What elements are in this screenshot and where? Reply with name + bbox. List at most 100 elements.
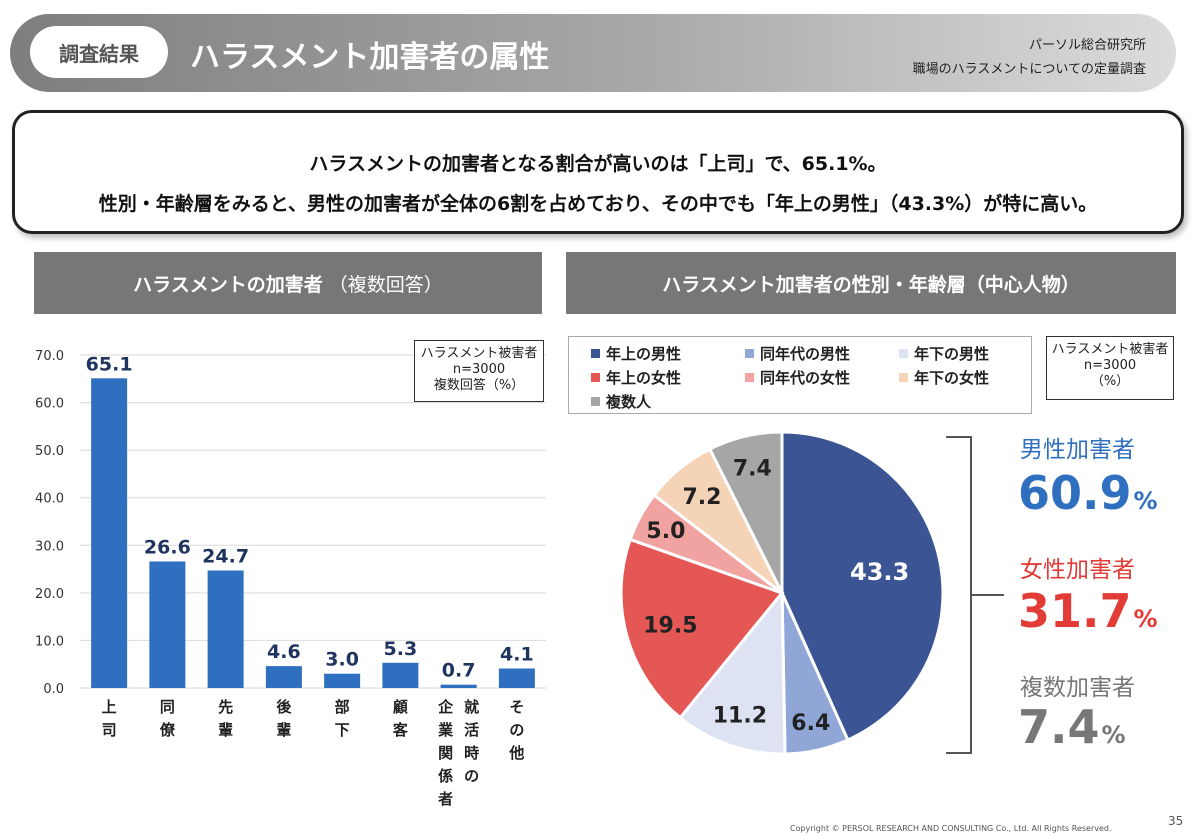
pie-note-line-1: ハラスメント被害者 <box>1051 342 1169 357</box>
x-category-label: 者 <box>438 790 453 808</box>
legend-swatch <box>591 373 600 382</box>
legend-item: 年下の男性 <box>899 343 989 364</box>
summary-line-1: ハラスメントの加害者となる割合が高いのは「上司」で、65.1%。 <box>309 153 887 175</box>
y-tick-label: 70.0 <box>35 349 64 364</box>
female-offender-number: 31.7 <box>1018 584 1132 638</box>
female-offender-pct: % <box>1133 605 1158 633</box>
legend-swatch <box>899 349 908 358</box>
multi-offender-label: 複数加害者 <box>1020 675 1135 701</box>
x-category-label: 同 <box>160 698 175 716</box>
bar-value-label: 26.6 <box>144 536 191 558</box>
pie-note-box: ハラスメント被害者 n=3000 （%） <box>1046 336 1174 400</box>
legend-item: 複数人 <box>591 391 651 412</box>
legend-item: 年上の男性 <box>591 343 681 364</box>
bar <box>382 662 419 688</box>
legend-label: 年上の女性 <box>606 369 682 387</box>
x-category-label: 時 <box>464 744 479 762</box>
x-category-label: 客 <box>392 721 409 739</box>
x-category-label: 下 <box>335 721 350 739</box>
page-number: 35 <box>1168 814 1184 828</box>
x-category-label: 輩 <box>276 721 291 739</box>
bar <box>207 570 244 688</box>
legend-item: 同年代の女性 <box>745 367 850 388</box>
x-category-label: 活 <box>464 721 479 739</box>
bar-value-label: 0.7 <box>442 660 476 682</box>
bar <box>440 684 477 688</box>
x-category-label: 僚 <box>159 721 176 739</box>
legend-item: 同年代の男性 <box>745 343 850 364</box>
x-category-label: 就 <box>464 698 479 716</box>
x-category-label: 部 <box>335 698 350 716</box>
bar <box>149 561 186 688</box>
x-category-label: 業 <box>437 721 454 739</box>
bar <box>265 666 302 688</box>
multi-offender-value: 7.4% <box>1018 700 1126 754</box>
female-offender-value: 31.7% <box>1018 584 1158 638</box>
legend-item: 年上の女性 <box>591 367 681 388</box>
legend-item: 年下の女性 <box>899 367 989 388</box>
bar-value-label: 4.6 <box>267 641 301 663</box>
pie-panel-title-main: ハラスメント加害者の性別・年齢層（中心人物） <box>662 273 1080 296</box>
bar-note-line-2: n=3000 <box>452 362 506 377</box>
pie-panel-title: ハラスメント加害者の性別・年齢層（中心人物） <box>566 252 1176 314</box>
x-category-label: 係 <box>438 767 453 785</box>
page-title: ハラスメント加害者の属性 <box>190 40 550 75</box>
male-offender-label: 男性加害者 <box>1020 437 1135 463</box>
bar-value-label: 3.0 <box>325 649 359 671</box>
bar-value-label: 65.1 <box>86 353 133 375</box>
y-tick-label: 50.0 <box>35 444 64 459</box>
footer-copyright: Copyright © PERSOL RESEARCH AND CONSULTI… <box>790 824 1112 833</box>
male-offender-pct: % <box>1133 487 1158 515</box>
summary-line-2: 性別・年齢層をみると、男性の加害者が全体の6割を占めており、その中でも「年上の男… <box>98 193 1098 215</box>
legend-label: 複数人 <box>606 393 652 411</box>
bar-value-label: 5.3 <box>384 638 418 660</box>
y-tick-label: 10.0 <box>35 634 64 649</box>
female-offender-label: 女性加害者 <box>1020 557 1135 583</box>
x-category-label: 後 <box>275 698 292 716</box>
legend-swatch <box>745 373 754 382</box>
bar <box>91 378 128 688</box>
section-badge: 調査結果 <box>30 26 168 78</box>
male-offender-number: 60.9 <box>1018 466 1132 520</box>
legend-label: 年下の女性 <box>914 369 990 387</box>
source-survey: 職場のハラスメントについての定量調査 <box>912 62 1146 77</box>
pie-note-line-3: （%） <box>1090 374 1130 389</box>
legend-label: 同年代の女性 <box>760 369 851 387</box>
legend-swatch <box>899 373 908 382</box>
x-category-label: 顧 <box>393 698 408 716</box>
bar <box>498 668 535 688</box>
x-category-label: 企 <box>437 698 454 716</box>
gender-bracket-tick <box>972 594 1004 596</box>
x-category-label: 上 <box>102 698 117 716</box>
x-category-label: の <box>464 767 479 785</box>
source-org: パーソル総合研究所 <box>1028 38 1146 53</box>
bar-note-line-1: ハラスメント被害者 <box>420 346 538 361</box>
multi-offender-number: 7.4 <box>1018 700 1100 754</box>
multi-offender-pct: % <box>1101 721 1126 749</box>
bar-panel-title-main: ハラスメントの加害者 <box>133 273 323 296</box>
male-offender-value: 60.9% <box>1018 466 1158 520</box>
x-category-label: 関 <box>438 744 453 762</box>
x-category-label: 輩 <box>218 721 233 739</box>
bar-panel-title-sub: （複数回答） <box>328 273 443 296</box>
bar-note-line-3: 複数回答（%） <box>433 378 525 393</box>
bar-value-label: 4.1 <box>500 643 534 665</box>
header-bar <box>10 14 1176 92</box>
y-tick-label: 60.0 <box>35 397 64 412</box>
legend-swatch <box>591 349 600 358</box>
legend-label: 年上の男性 <box>606 345 682 363</box>
header-source: パーソル総合研究所 職場のハラスメントについての定量調査 <box>913 34 1146 82</box>
bar <box>324 673 361 688</box>
x-category-label: の <box>509 721 524 739</box>
bar-panel-title: ハラスメントの加害者 （複数回答） <box>34 252 542 314</box>
x-category-label: 他 <box>508 744 524 762</box>
pie-note-line-2: n=3000 <box>1083 358 1137 373</box>
x-category-label: そ <box>509 698 524 716</box>
pie-legend: 年上の男性 同年代の男性 年下の男性年上の女性 同年代の女性 年下の女性複数人 <box>568 336 1032 414</box>
x-category-label: 司 <box>102 721 117 739</box>
x-category-label: 先 <box>218 698 233 716</box>
bar-value-label: 24.7 <box>202 545 249 567</box>
summary-box: ハラスメントの加害者となる割合が高いのは「上司」で、65.1%。 性別・年齢層を… <box>12 110 1184 234</box>
y-tick-label: 0.0 <box>43 682 64 697</box>
bar-note-box: ハラスメント被害者 n=3000 複数回答（%） <box>414 340 544 402</box>
